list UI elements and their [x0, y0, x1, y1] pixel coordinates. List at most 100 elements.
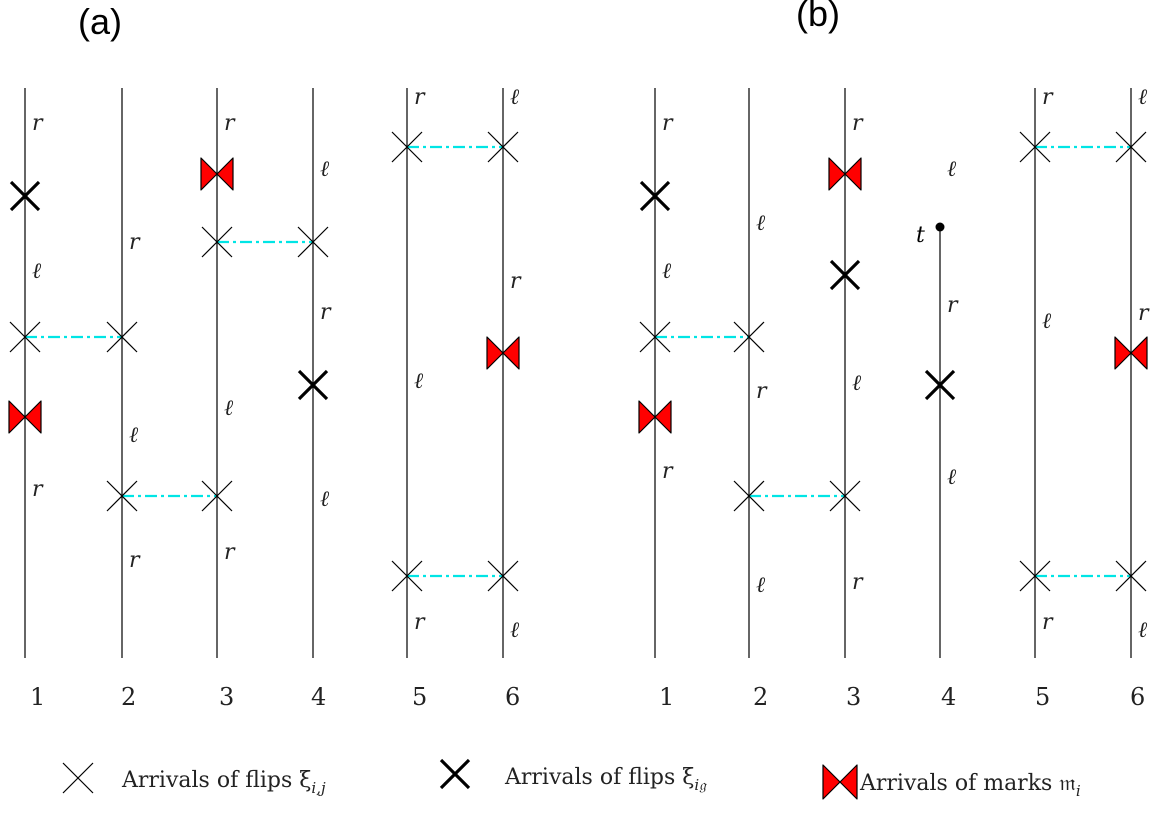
segment-label: r [662, 459, 674, 484]
segment-label: ℓ [320, 157, 330, 182]
thin-x-icon [9, 321, 41, 353]
segment-label: r [224, 540, 236, 565]
panel-a-segment-labels: r ℓ r r ℓ r r ℓ r ℓ r ℓ r ℓ r ℓ r ℓ [32, 85, 522, 643]
bowtie-mark-icon [486, 336, 520, 370]
panel-b-thick-crosses [639, 180, 956, 401]
segment-label: ℓ [947, 465, 957, 490]
thin-x-icon [1115, 131, 1147, 163]
panel-a-thick-crosses [9, 180, 329, 401]
thick-x-icon [439, 758, 471, 790]
thick-x-icon [297, 369, 329, 401]
thin-x-icon [1019, 560, 1051, 592]
segment-label: ℓ [947, 157, 957, 182]
thin-x-icon [62, 762, 94, 794]
line-number: 2 [753, 683, 768, 711]
thin-x-icon [106, 321, 138, 353]
thin-x-icon [201, 480, 233, 512]
legend-item-thick-cross: Arrivals of flips ξi𝔤 [439, 758, 707, 794]
thick-x-icon [829, 259, 861, 291]
segment-label: r [1138, 301, 1150, 326]
segment-label: ℓ [852, 371, 862, 396]
bowtie-mark-icon [822, 764, 858, 800]
segment-label: ℓ [1138, 618, 1148, 643]
line-number: 2 [121, 683, 136, 711]
thin-x-icon [639, 321, 671, 353]
thick-x-icon [639, 180, 671, 212]
panel-b-title: (b) [796, 0, 840, 34]
panel-b-pair-links [655, 145, 1131, 578]
panel-b: (b) [638, 0, 1150, 711]
panel-b-segment-labels: r ℓ r ℓ r ℓ r ℓ r ℓ r ℓ r ℓ r ℓ r ℓ [662, 85, 1150, 643]
thin-x-icon [1115, 560, 1147, 592]
thick-x-icon [9, 180, 41, 212]
bowtie-mark-icon [8, 400, 42, 434]
panel-a-thin-crosses [9, 131, 519, 592]
segment-label: r [852, 111, 864, 136]
thin-x-icon [733, 321, 765, 353]
line-number: 4 [311, 683, 326, 711]
panel-b-line-numbers: 1 2 3 4 5 6 [659, 683, 1145, 711]
segment-label: ℓ [756, 573, 766, 598]
bowtie-mark-icon [1114, 336, 1148, 370]
panel-a: (a) [8, 1, 522, 711]
line-number: 4 [941, 683, 956, 711]
thin-x-icon [297, 226, 329, 258]
bowtie-mark-icon [828, 157, 862, 191]
panel-a-title: (a) [78, 1, 122, 42]
panel-b-marks [638, 157, 1148, 434]
line-number: 1 [30, 683, 45, 711]
panel-a-lines [24, 88, 504, 658]
thin-x-icon [106, 480, 138, 512]
segment-label: r [662, 111, 674, 136]
segment-label: ℓ [224, 396, 234, 421]
segment-label: r [32, 477, 44, 502]
bowtie-mark-icon [200, 157, 234, 191]
thin-x-icon [487, 131, 519, 163]
legend-thin-cross-label: Arrivals of flips ξi,j [121, 768, 326, 797]
thin-x-icon [391, 131, 423, 163]
segment-label: r [510, 269, 522, 294]
segment-label: r [129, 548, 141, 573]
segment-label: r [1042, 610, 1054, 635]
time-point-dot [935, 222, 945, 232]
panel-a-line-numbers: 1 2 3 4 5 6 [30, 683, 520, 711]
thin-x-icon [391, 560, 423, 592]
segment-label: ℓ [320, 487, 330, 512]
time-point-label: t [916, 223, 925, 248]
thin-x-icon [829, 480, 861, 512]
segment-label: ℓ [414, 369, 424, 394]
line-number: 5 [412, 683, 427, 711]
line-number: 6 [1130, 683, 1145, 711]
segment-label: ℓ [1042, 309, 1052, 334]
segment-label: ℓ [129, 423, 139, 448]
legend-thick-cross-label: Arrivals of flips ξi𝔤 [504, 765, 707, 794]
segment-label: ℓ [662, 259, 672, 284]
legend-item-thin-cross: Arrivals of flips ξi,j [62, 762, 326, 797]
segment-label: r [320, 300, 332, 325]
segment-label: ℓ [1138, 85, 1148, 110]
segment-label: r [414, 610, 426, 635]
segment-label: r [1042, 85, 1054, 110]
thin-x-icon [487, 560, 519, 592]
thin-x-icon [733, 480, 765, 512]
legend-marks-label: Arrivals of marks 𝔪i [859, 771, 1081, 800]
segment-label: r [224, 111, 236, 136]
panel-a-pair-links [25, 145, 503, 578]
segment-label: r [756, 379, 768, 404]
panel-b-lines [654, 88, 1132, 658]
panel-a-marks [8, 157, 520, 434]
segment-label: r [852, 570, 864, 595]
thin-x-icon [201, 226, 233, 258]
segment-label: ℓ [32, 259, 42, 284]
line-number: 3 [846, 683, 861, 711]
panel-b-thin-crosses [639, 131, 1147, 592]
segment-label: ℓ [756, 211, 766, 236]
panel-b-time-marker: t [916, 222, 945, 248]
segment-label: ℓ [510, 618, 520, 643]
segment-label: r [414, 85, 426, 110]
thin-x-icon [1019, 131, 1051, 163]
legend: Arrivals of flips ξi,j Arrivals of flips… [62, 758, 1081, 800]
bowtie-mark-icon [638, 400, 672, 434]
segment-label: r [947, 293, 959, 318]
